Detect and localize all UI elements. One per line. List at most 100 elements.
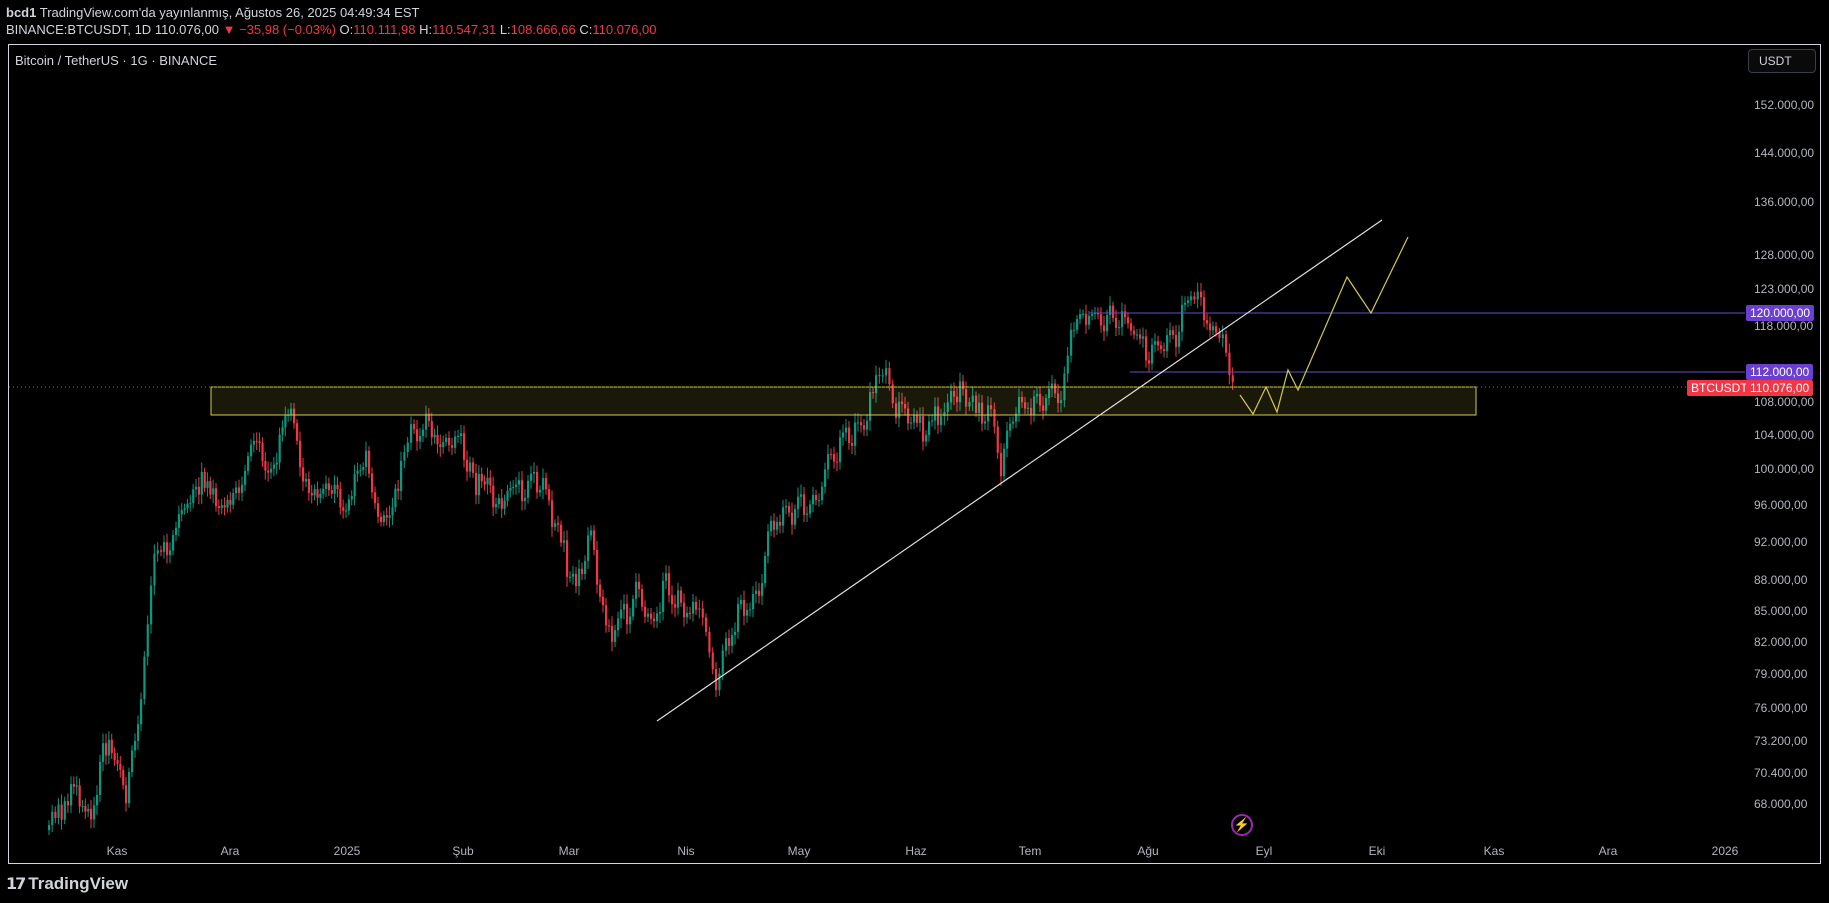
candle-body [509, 487, 512, 491]
candle-body [653, 618, 656, 622]
candle-body [113, 753, 116, 761]
candle-body [860, 422, 863, 426]
projection-path [1239, 236, 1409, 416]
candle-body [746, 609, 749, 616]
candle-body [1012, 421, 1015, 424]
candle-body [1118, 327, 1121, 329]
candle-body [984, 421, 987, 424]
candle-body [1178, 331, 1181, 347]
candle-body [492, 485, 495, 508]
time-axis-label: Nis [677, 844, 695, 858]
candle-body [380, 516, 383, 523]
candle-body [566, 540, 569, 577]
candle-body [956, 396, 959, 403]
candle-body [195, 486, 198, 490]
candle-body [448, 437, 451, 446]
chart-frame[interactable] [8, 44, 1821, 864]
price-axis-label: 92.000,00 [1754, 535, 1808, 549]
candle-body [925, 434, 928, 442]
candle-body [119, 763, 122, 770]
candle-body [192, 489, 195, 503]
tradingview-logo[interactable]: 𝟭𝟳 TradingView [6, 874, 128, 894]
candle-body [959, 381, 962, 403]
candle-body [833, 454, 836, 462]
candle-body [439, 444, 442, 448]
price-axis-label: 144.000,00 [1754, 146, 1815, 160]
candle-body [701, 608, 704, 618]
candle-body [166, 542, 169, 556]
candle-body [267, 470, 270, 473]
price-axis-label: 152.000,00 [1754, 98, 1815, 112]
candle-body [66, 800, 70, 806]
price-axis-label: 123.000,00 [1754, 282, 1815, 296]
candle-body [322, 488, 325, 494]
candle-body [290, 408, 293, 415]
currency-button[interactable]: USDT [1748, 49, 1816, 73]
price-axis-label: 96.000,00 [1754, 498, 1808, 512]
candle-body [734, 631, 737, 636]
candle-body [689, 612, 692, 614]
candle-body [212, 488, 215, 495]
time-axis-label: Kas [1483, 844, 1505, 858]
candle-body [965, 389, 968, 407]
author-name[interactable]: bcd1 [6, 5, 37, 20]
candle-body [928, 421, 931, 435]
time-axis-label: Ağu [1137, 844, 1159, 858]
candle-body [1151, 344, 1154, 364]
candle-body [215, 488, 218, 507]
candle-body [851, 443, 854, 446]
candle-body [560, 524, 563, 543]
candle-body [842, 432, 845, 438]
candle-body [575, 573, 578, 587]
candle-body [677, 590, 680, 608]
candle-body [1231, 375, 1234, 383]
candle-body [454, 436, 457, 448]
candle-body [788, 505, 791, 513]
level-tag-120k: 120.000,00 [1746, 305, 1815, 321]
price-axis-label: 68.000,00 [1754, 797, 1808, 811]
candle-body [937, 406, 940, 425]
candle-body [305, 478, 308, 482]
candle-body [1066, 355, 1069, 374]
candle-body [934, 406, 937, 421]
candle-body [584, 560, 587, 574]
price-axis-label: 88.000,00 [1754, 573, 1808, 587]
candle-body [1127, 317, 1130, 324]
candle-body [140, 699, 143, 725]
candle-body [614, 630, 617, 642]
price-axis-label: 79.000,00 [1754, 667, 1808, 681]
candle-body [581, 568, 584, 574]
low-label: L: [499, 22, 511, 37]
price-change: −35,98 (−0.03%) [239, 22, 336, 37]
lightning-icon[interactable]: ⚡ [1231, 814, 1253, 836]
candle-body [608, 625, 611, 627]
symbol-interval: BINANCE:BTCUSDT, 1D [6, 22, 152, 37]
candle-body [284, 415, 287, 428]
time-axis-label: 2026 [1711, 844, 1739, 858]
candle-body [590, 530, 593, 536]
candle-body [134, 740, 137, 751]
candle-body [638, 581, 641, 590]
candle-body [919, 416, 922, 423]
candle-body [524, 497, 527, 502]
footer-bar [0, 866, 1829, 903]
candle-body [668, 573, 671, 596]
candle-body [1166, 335, 1169, 351]
candle-body [430, 421, 433, 438]
time-axis-label: Haz [905, 844, 927, 858]
candle-body [1015, 413, 1018, 422]
candle-body [1157, 341, 1160, 346]
candle-body [950, 391, 953, 403]
candle-body [1221, 334, 1224, 339]
candle-body [75, 785, 78, 787]
candle-body [1187, 300, 1190, 303]
low-value: 108.666,66 [510, 22, 576, 37]
candle-body [1133, 330, 1136, 335]
candle-body [150, 585, 153, 625]
candle-body [422, 429, 425, 437]
candle-body [563, 540, 566, 543]
candle-body [587, 535, 590, 561]
candle-body [650, 613, 653, 619]
candle-body [175, 527, 178, 536]
